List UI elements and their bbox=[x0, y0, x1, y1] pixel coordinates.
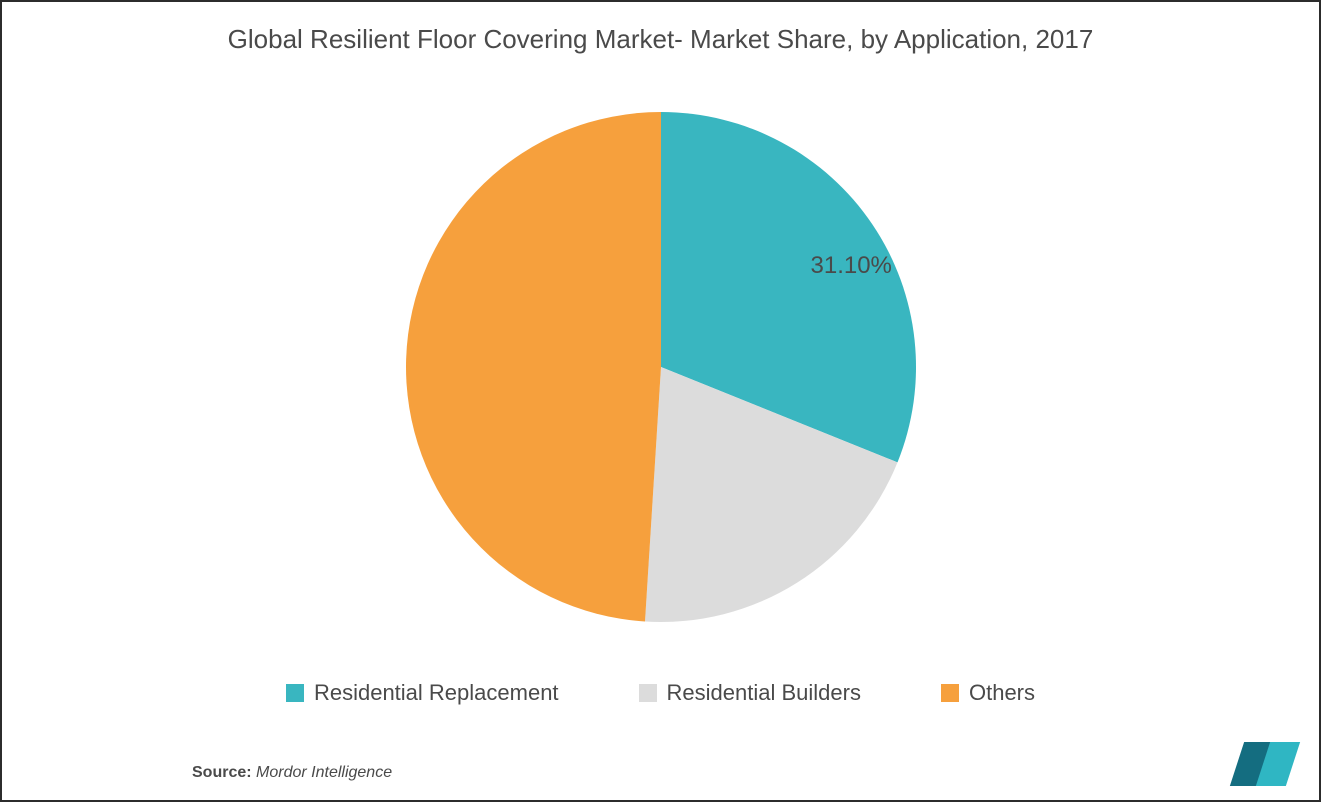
legend-label: Residential Builders bbox=[667, 680, 861, 706]
legend-item-residential-replacement: Residential Replacement bbox=[286, 680, 559, 706]
source-value: Mordor Intelligence bbox=[256, 764, 392, 781]
chart-title: Global Resilient Floor Covering Market- … bbox=[228, 22, 1094, 57]
legend-label: Residential Replacement bbox=[314, 680, 559, 706]
slice-value-label: 31.10% bbox=[811, 252, 892, 280]
legend-item-others: Others bbox=[941, 680, 1035, 706]
pie-slice bbox=[406, 112, 661, 621]
legend-item-residential-builders: Residential Builders bbox=[639, 680, 861, 706]
source-label: Source: bbox=[192, 764, 252, 781]
legend-swatch bbox=[639, 684, 657, 702]
legend-swatch bbox=[286, 684, 304, 702]
pie-chart: 31.10% bbox=[381, 87, 941, 652]
chart-container: Global Resilient Floor Covering Market- … bbox=[2, 2, 1319, 800]
brand-logo bbox=[1237, 742, 1293, 786]
legend-swatch bbox=[941, 684, 959, 702]
pie-svg bbox=[381, 87, 941, 647]
legend-label: Others bbox=[969, 680, 1035, 706]
legend: Residential Replacement Residential Buil… bbox=[286, 680, 1035, 706]
source-attribution: Source: Mordor Intelligence bbox=[192, 764, 392, 782]
